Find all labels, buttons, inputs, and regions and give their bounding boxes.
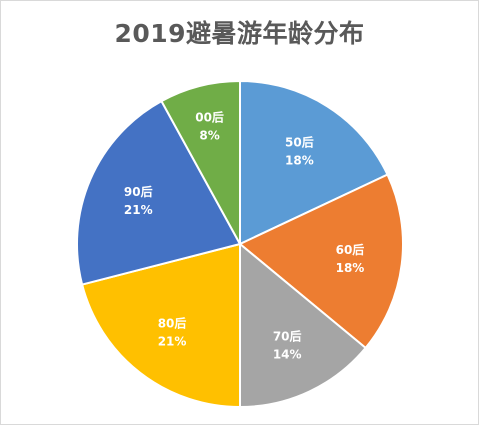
slice-value-90后: 21% — [124, 203, 153, 217]
slice-label-70后: 70后 — [273, 328, 302, 343]
slice-value-50后: 18% — [285, 153, 314, 167]
slice-value-60后: 18% — [336, 261, 365, 275]
pie-slice-60后 — [238, 173, 404, 350]
slice-value-70后: 14% — [273, 347, 302, 361]
pie-slice-00后 — [160, 79, 241, 245]
slice-label-60后: 60后 — [336, 242, 365, 257]
pie-slice-70后 — [239, 241, 368, 409]
pie-slice-90后 — [76, 99, 242, 286]
slice-value-00后: 8% — [199, 129, 219, 143]
pie-slice-50后 — [239, 79, 389, 246]
slice-label-90后: 90后 — [124, 184, 153, 199]
slice-value-80后: 21% — [158, 335, 187, 349]
slice-label-50后: 50后 — [285, 134, 314, 149]
slice-label-80后: 80后 — [158, 316, 187, 331]
chart-title: 2019避暑游年龄分布 — [114, 19, 365, 48]
slice-label-00后: 00后 — [195, 110, 224, 125]
pie-slice-80后 — [80, 242, 241, 409]
